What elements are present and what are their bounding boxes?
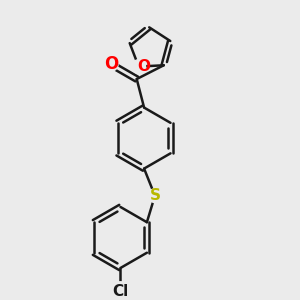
Circle shape (132, 60, 145, 74)
Text: Cl: Cl (112, 284, 129, 298)
Text: S: S (149, 188, 161, 203)
Circle shape (114, 282, 128, 296)
Text: O: O (104, 55, 118, 73)
Text: O: O (137, 59, 150, 74)
Circle shape (148, 189, 162, 202)
Circle shape (104, 57, 118, 71)
